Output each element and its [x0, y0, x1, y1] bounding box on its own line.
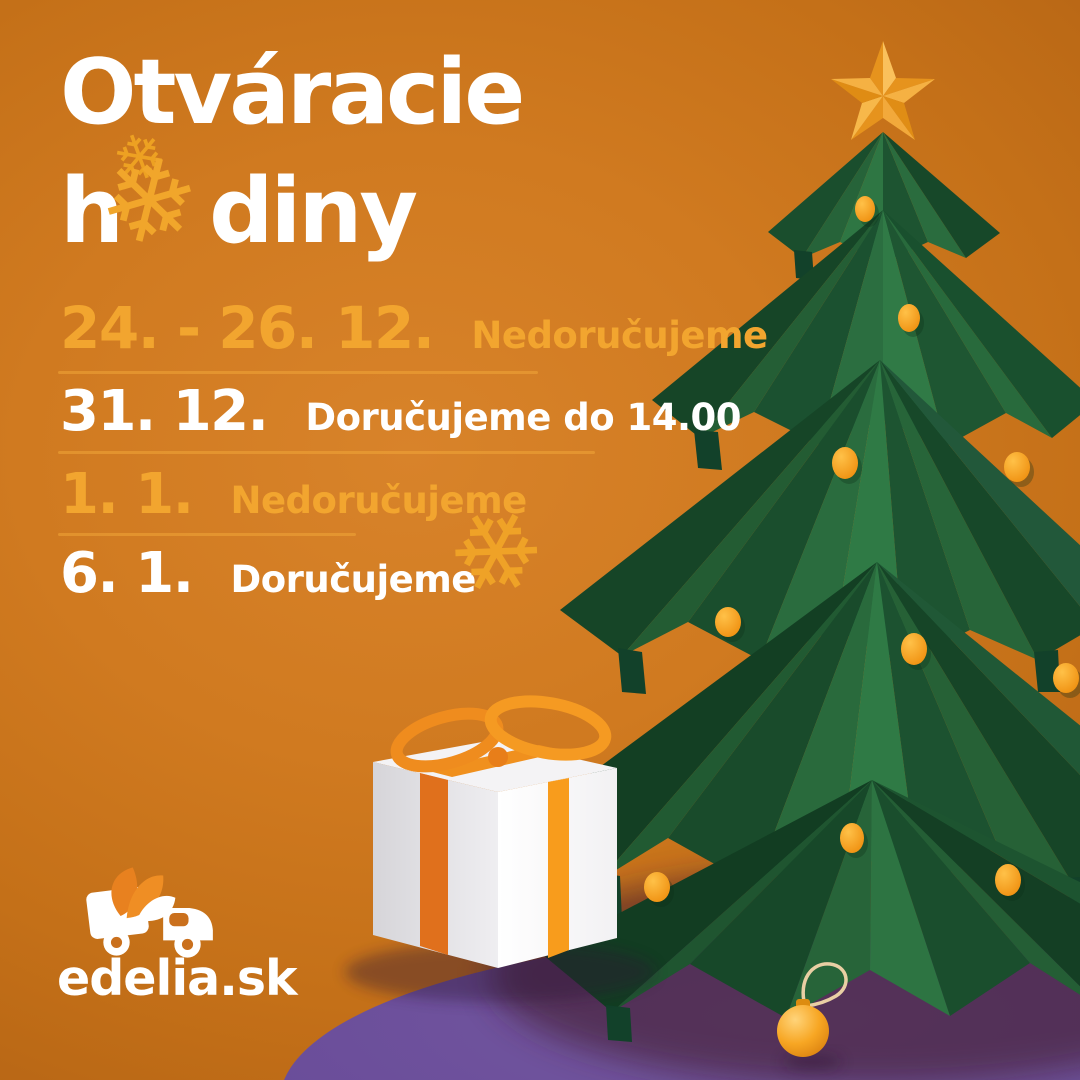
title-line2-end: diny	[209, 158, 418, 264]
tree-star-icon	[831, 41, 935, 140]
tree-tier-5	[542, 780, 1080, 1042]
bauble-ornament	[777, 962, 848, 1070]
schedule-row: 1. 1. Nedoručujeme	[60, 462, 527, 527]
schedule-row: 24. - 26. 12. Nedoručujeme	[60, 294, 768, 362]
schedule-date: 6. 1.	[60, 541, 194, 606]
christmas-tree-illustration	[528, 41, 1080, 1042]
delivery-truck-logo-icon	[86, 867, 213, 958]
tree-ornaments	[644, 196, 1080, 907]
schedule-row: 6. 1. Doručujeme	[60, 541, 476, 606]
divider	[58, 533, 356, 536]
page-title: Otváracie ❄ ❄ h diny	[60, 34, 525, 280]
schedule-date: 31. 12.	[60, 379, 269, 444]
snowflake-icon: ❄	[85, 125, 213, 280]
title-line2: ❄ ❄ h diny	[60, 114, 522, 279]
gift-bow	[390, 695, 612, 773]
schedule-row: 31. 12. Doručujeme do 14.00	[60, 379, 742, 444]
title-line2-start: h	[60, 158, 124, 264]
title-line1: Otváracie	[60, 40, 525, 145]
schedule-date: 24. - 26. 12.	[60, 294, 435, 362]
divider	[58, 451, 595, 454]
divider	[58, 371, 538, 374]
schedule-status: Nedoručujeme	[230, 479, 527, 522]
schedule-status: Nedoručujeme	[471, 314, 768, 357]
schedule-status: Doručujeme	[230, 558, 476, 601]
schedule-status: Doručujeme do 14.00	[305, 396, 742, 439]
brand-name: edelia.sk	[57, 950, 298, 1007]
gift-box-illustration	[345, 695, 655, 1002]
schedule-date: 1. 1.	[60, 462, 194, 527]
